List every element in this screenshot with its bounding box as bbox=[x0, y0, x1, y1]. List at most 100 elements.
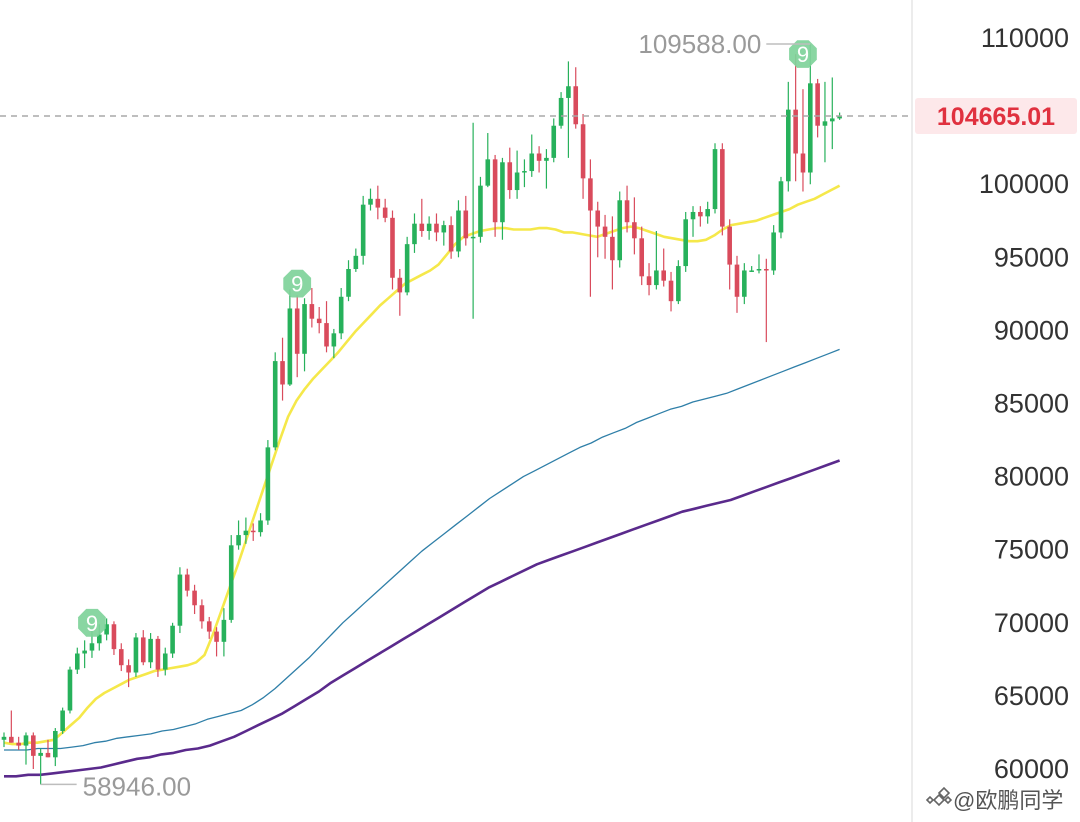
candle bbox=[324, 301, 329, 353]
watermark-text: @欧鹏同学 bbox=[953, 788, 1063, 813]
candle bbox=[485, 133, 491, 188]
candle bbox=[419, 198, 425, 237]
candle bbox=[441, 220, 447, 246]
candle bbox=[382, 198, 388, 223]
candle-body bbox=[60, 710, 65, 731]
candle bbox=[470, 122, 476, 319]
candle-body bbox=[67, 669, 73, 711]
candle bbox=[16, 736, 21, 750]
y-tick-label: 75000 bbox=[994, 535, 1069, 565]
candle-body bbox=[426, 223, 432, 231]
td-marker-label: 9 bbox=[86, 611, 98, 636]
candle-body bbox=[668, 280, 674, 302]
candle bbox=[602, 214, 608, 259]
candle bbox=[397, 268, 403, 316]
candle-body bbox=[558, 97, 564, 126]
candle-body bbox=[478, 185, 483, 237]
candle-body bbox=[331, 333, 337, 347]
candle bbox=[309, 288, 315, 328]
candle bbox=[448, 216, 454, 259]
candle-body bbox=[698, 211, 703, 217]
candle bbox=[434, 213, 439, 242]
candle-body bbox=[118, 649, 124, 666]
candle bbox=[221, 608, 227, 657]
y-tick-label: 60000 bbox=[994, 754, 1069, 784]
candle bbox=[236, 520, 241, 550]
candle bbox=[786, 81, 791, 192]
candle-body bbox=[419, 223, 425, 231]
candle-body bbox=[742, 270, 747, 297]
watermark: @欧鹏同学 bbox=[925, 786, 1063, 813]
candle bbox=[104, 618, 109, 641]
candle-body bbox=[551, 125, 557, 158]
candle bbox=[192, 584, 197, 615]
candle-body bbox=[1, 736, 7, 740]
moving-averages bbox=[3, 184, 841, 778]
candle bbox=[1, 732, 7, 748]
y-tick-label: 110000 bbox=[981, 23, 1069, 53]
candle-body bbox=[397, 277, 403, 293]
candle bbox=[771, 225, 776, 275]
candle-body bbox=[53, 730, 58, 758]
candle bbox=[148, 633, 153, 669]
candle bbox=[184, 568, 190, 597]
candle bbox=[456, 200, 461, 258]
candle bbox=[698, 206, 703, 227]
candle bbox=[82, 640, 87, 669]
candle bbox=[338, 288, 344, 340]
candle-body bbox=[595, 210, 601, 227]
candle-body bbox=[602, 226, 608, 237]
candle bbox=[258, 513, 263, 537]
candle-body bbox=[390, 217, 395, 278]
candle bbox=[595, 201, 601, 258]
td-markers: 9 9 9 bbox=[78, 40, 817, 637]
candle-body bbox=[815, 83, 820, 126]
candle-body bbox=[353, 255, 359, 269]
candle bbox=[111, 621, 117, 655]
candle bbox=[9, 710, 14, 743]
candle bbox=[558, 92, 564, 129]
candle bbox=[588, 159, 593, 297]
candle bbox=[712, 143, 718, 214]
candle bbox=[294, 295, 300, 378]
candle bbox=[514, 150, 520, 199]
candle-body bbox=[346, 268, 351, 297]
candle-body bbox=[485, 159, 491, 186]
candle bbox=[492, 154, 498, 237]
candle bbox=[822, 81, 828, 163]
candle bbox=[749, 266, 754, 272]
y-tick-label: 95000 bbox=[994, 242, 1069, 272]
candle-body bbox=[45, 752, 51, 758]
candle bbox=[38, 748, 43, 785]
candle-body bbox=[580, 124, 586, 179]
candle bbox=[676, 260, 681, 305]
candle bbox=[632, 197, 637, 255]
candle-body bbox=[536, 153, 542, 161]
candle bbox=[177, 567, 183, 634]
candle-body bbox=[829, 118, 835, 122]
candle bbox=[316, 307, 322, 334]
candle bbox=[610, 216, 615, 290]
candle bbox=[346, 260, 351, 302]
candle-body bbox=[456, 210, 461, 252]
candle-body bbox=[507, 162, 513, 191]
candle bbox=[206, 616, 212, 639]
candle-body bbox=[287, 308, 293, 385]
candle bbox=[250, 523, 256, 541]
candle bbox=[815, 78, 820, 138]
ma-mid-line bbox=[4, 348, 840, 751]
candle bbox=[118, 643, 124, 672]
candle-body bbox=[375, 198, 381, 208]
candle bbox=[507, 147, 513, 199]
candle-body bbox=[206, 621, 212, 632]
candle-body bbox=[272, 361, 278, 448]
candle-body bbox=[38, 752, 43, 756]
candle bbox=[126, 659, 131, 688]
candle-body bbox=[184, 574, 190, 591]
td-marker-badge bbox=[789, 40, 817, 68]
current-price-value: 104665.01 bbox=[937, 103, 1055, 131]
candle-body bbox=[9, 736, 14, 743]
candle bbox=[133, 633, 139, 677]
